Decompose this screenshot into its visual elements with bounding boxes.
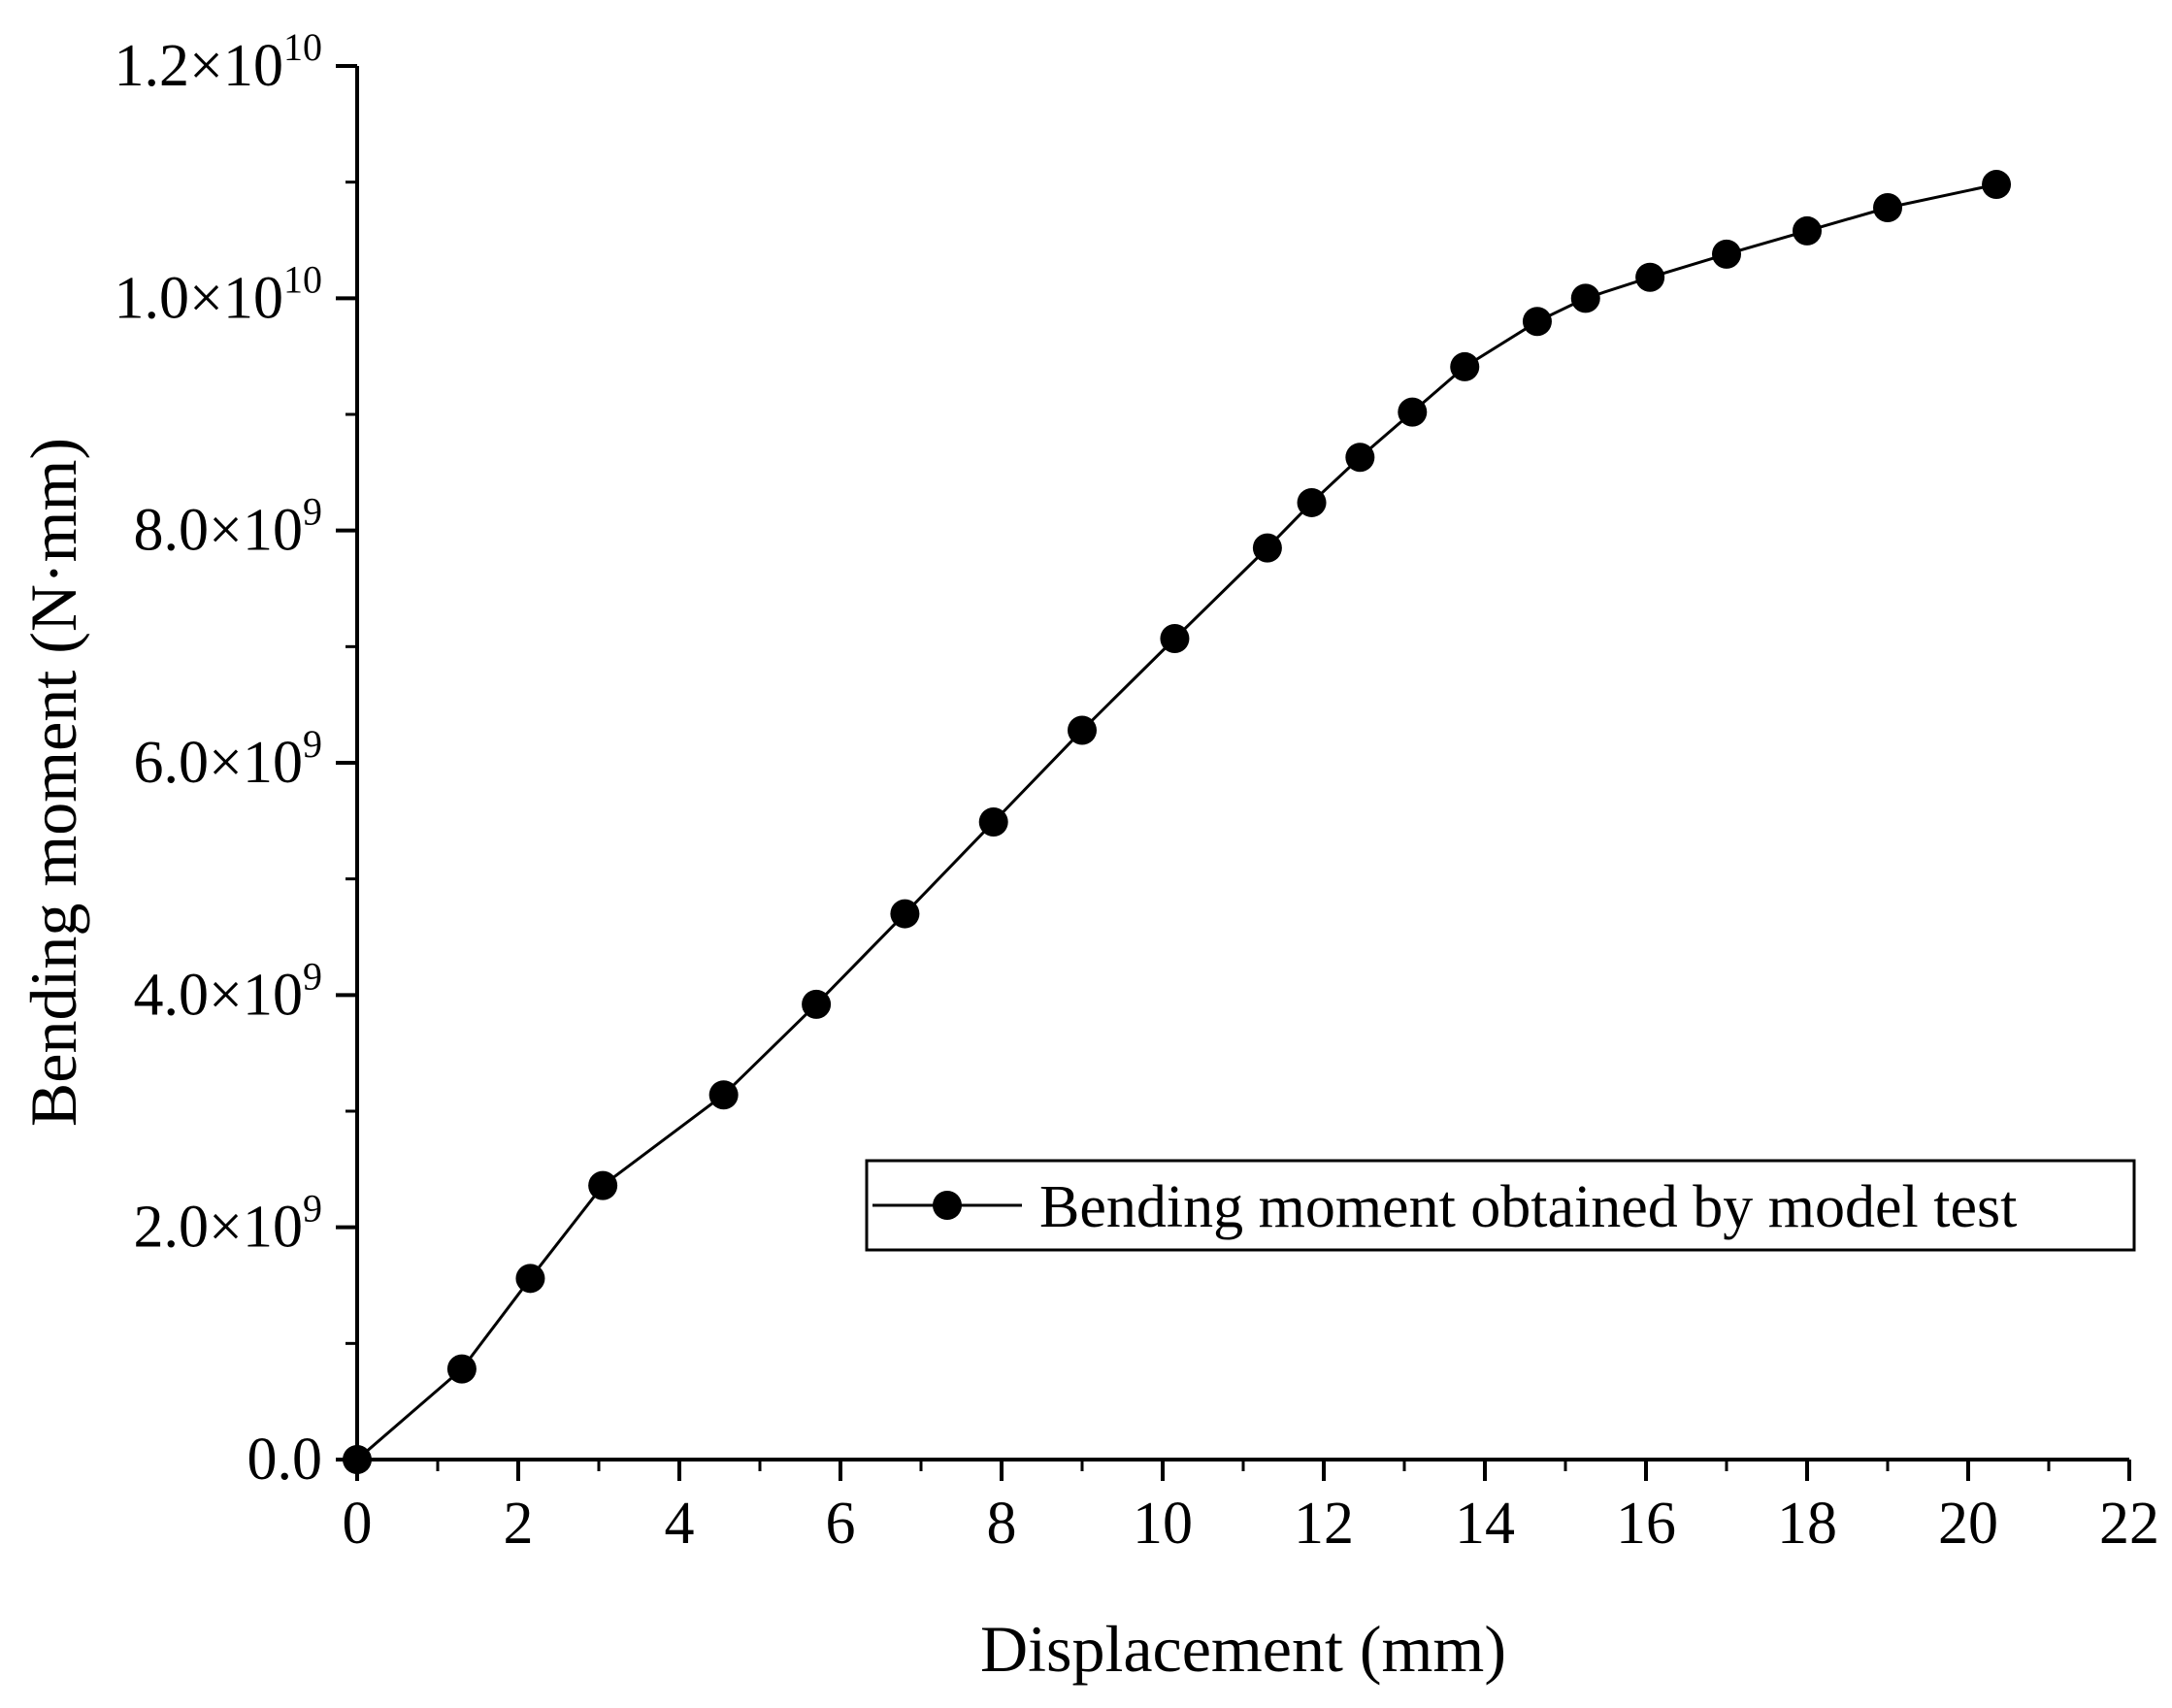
x-tick-label: 0 <box>343 1491 373 1557</box>
x-tick-label: 6 <box>826 1491 856 1557</box>
series-line <box>356 182 1997 1462</box>
data-point <box>446 1354 477 1384</box>
x-tick-label: 22 <box>2099 1491 2159 1557</box>
x-tick-label: 12 <box>1294 1491 1354 1557</box>
data-point <box>588 1170 618 1200</box>
data-point <box>1160 623 1190 653</box>
data-point <box>802 989 832 1019</box>
data-point <box>1522 307 1552 337</box>
data-point <box>1450 351 1480 381</box>
x-axis-title: Displacement (mm) <box>980 1612 1506 1686</box>
legend: Bending moment obtained by model test <box>865 1159 2136 1252</box>
x-tick-label: 20 <box>1938 1491 1998 1557</box>
data-point <box>515 1264 545 1294</box>
data-point <box>1345 443 1375 473</box>
data-point <box>1398 397 1428 427</box>
x-tick-label: 16 <box>1616 1491 1676 1557</box>
data-point <box>1793 215 1822 246</box>
y-tick-label: 6.0×109 <box>134 722 322 796</box>
ticks: 0 2 4 6 8 10 12 14 16 18 20 22 0.0 2.0×109 4.0×109 6.0×… <box>115 25 2159 1557</box>
y-tick-label: 1.2×1010 <box>115 25 322 99</box>
x-tick-label: 4 <box>665 1491 695 1557</box>
x-tick-label: 8 <box>987 1491 1017 1557</box>
data-point <box>1712 239 1741 269</box>
x-tick-label: 2 <box>504 1491 534 1557</box>
data-point <box>1297 487 1327 517</box>
legend-box <box>865 1159 2136 1252</box>
data-point <box>1873 192 1902 222</box>
data-point <box>1982 170 2012 200</box>
x-tick-label: 18 <box>1777 1491 1837 1557</box>
y-tick-label: 8.0×109 <box>134 490 322 564</box>
data-point <box>343 1445 372 1474</box>
y-tick-label: 4.0×109 <box>134 954 322 1028</box>
data-point <box>1068 715 1097 745</box>
data-point <box>1635 262 1665 292</box>
data-point <box>708 1080 739 1110</box>
y-tick-label: 2.0×109 <box>134 1187 322 1261</box>
legend-entry-label: Bending moment obtained by model test <box>1039 1174 2017 1240</box>
data-point <box>1570 283 1600 313</box>
series-layer <box>343 170 2012 1474</box>
y-tick-label: 0.0 <box>247 1427 323 1493</box>
data-point <box>978 807 1008 838</box>
data-point <box>890 899 920 929</box>
y-tick-label: 1.0×1010 <box>115 257 322 331</box>
y-axis-title: Bending moment (N·mm) <box>16 438 90 1127</box>
x-tick-label: 14 <box>1455 1491 1515 1557</box>
legend-marker <box>933 1191 962 1220</box>
data-point <box>1252 533 1282 563</box>
x-tick-label: 10 <box>1133 1491 1193 1557</box>
